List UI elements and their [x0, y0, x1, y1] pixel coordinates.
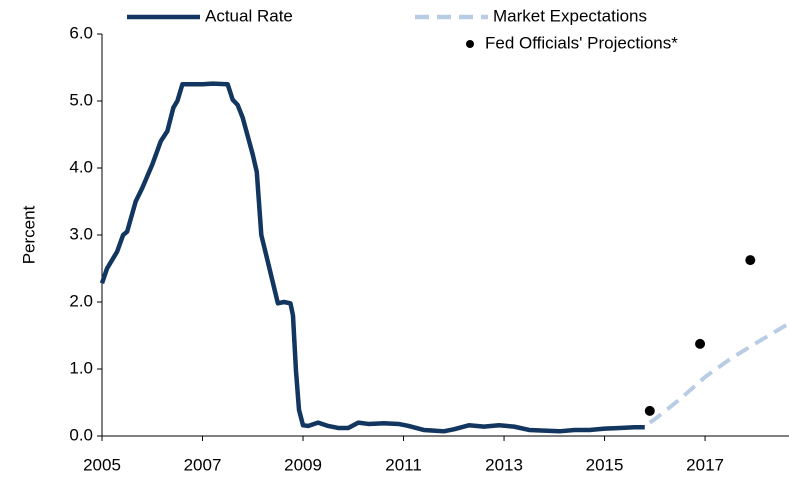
x-tick-label: 2017 — [686, 455, 724, 474]
x-tick-label: 2005 — [83, 455, 121, 474]
series-line — [99, 81, 645, 434]
x-tick-label: 2007 — [184, 455, 222, 474]
legend-label: Fed Officials' Projections* — [485, 33, 678, 52]
y-tick-label: 1.0 — [69, 358, 93, 377]
legend-label: Market Expectations — [493, 6, 647, 25]
series-line — [648, 321, 789, 425]
x-tick-label: 2013 — [485, 455, 523, 474]
x-tick-label: 2015 — [586, 455, 624, 474]
legend-swatch — [466, 40, 474, 48]
x-tick-label: 2011 — [385, 455, 422, 474]
projection-dot — [745, 255, 756, 266]
y-axis-label: Percent — [19, 205, 38, 264]
y-tick-label: 4.0 — [69, 157, 93, 176]
y-tick-label: 6.0 — [69, 23, 93, 42]
projection-dot — [644, 405, 655, 416]
y-tick-label: 0.0 — [69, 425, 93, 444]
projection-dot — [695, 338, 706, 349]
y-tick-label: 5.0 — [69, 90, 93, 109]
y-tick-label: 3.0 — [69, 224, 93, 243]
x-tick-label: 2009 — [284, 455, 322, 474]
legend-label: Actual Rate — [205, 6, 293, 25]
y-tick-label: 2.0 — [69, 291, 93, 310]
